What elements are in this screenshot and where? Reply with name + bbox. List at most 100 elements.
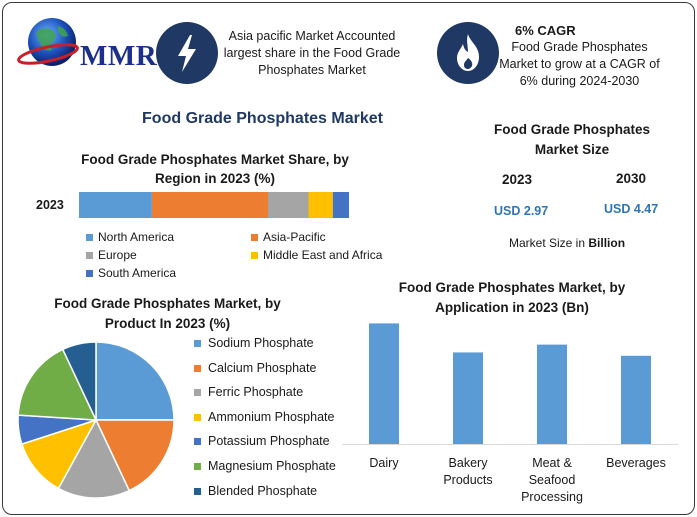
highlight-asia-pacific: Asia pacific Market Accounted largest sh…	[212, 28, 412, 79]
mmr-logo: MMR	[14, 10, 157, 74]
pie-legend-swatch-blended	[194, 487, 201, 495]
market-size-year-2030: 2030	[616, 171, 647, 186]
pie-legend-label: Potassium Phosphate	[208, 434, 330, 448]
highlight-line: Asia pacific Market Accounted	[228, 29, 396, 43]
legend-label: Europe	[98, 248, 137, 262]
highlight-line: largest share in the Food Grade	[223, 46, 401, 60]
pie-legend-swatch-calcium	[194, 364, 201, 372]
pie-legend-item-ferric: Ferric Phosphate	[194, 385, 303, 399]
market-size-note-unit: Billion	[588, 236, 626, 250]
product-pie-chart	[17, 341, 175, 499]
legend-item-middle-east-africa: Middle East and Africa	[251, 248, 382, 262]
pie-legend-swatch-potassium	[194, 437, 201, 445]
region-chart-title-line: Food Grade Phosphates Market Share, by	[81, 152, 349, 167]
legend-swatch-south-america	[86, 269, 93, 277]
legend-label: Asia-Pacific	[263, 230, 326, 244]
market-size-value-2030: USD 4.47	[604, 202, 659, 216]
bar-segment-north-america	[79, 192, 152, 218]
pie-legend-item-ammonium: Ammonium Phosphate	[194, 410, 334, 424]
pie-slice-sodium-phosphate	[95, 341, 175, 421]
highlight-title: 6% CAGR	[515, 23, 576, 38]
legend-item-north-america: North America	[86, 230, 174, 244]
application-bar-beverages	[621, 355, 651, 444]
market-size-title-line: Market Size	[534, 142, 610, 157]
bar-segment-asia-pacific	[151, 192, 268, 218]
region-chart-title-line: Region in 2023 (%)	[154, 171, 276, 186]
market-size-note-prefix: Market Size in	[509, 236, 589, 250]
pie-legend-label: Calcium Phosphate	[208, 361, 317, 375]
pie-legend-swatch-ammonium	[194, 413, 201, 421]
pie-legend-swatch-ferric	[194, 388, 201, 396]
market-size-title: Food Grade Phosphates Market Size	[482, 120, 662, 160]
lightning-bolt-icon	[156, 22, 218, 84]
pie-slice-magnesium-phosphate	[17, 348, 98, 421]
legend-label: North America	[98, 230, 175, 244]
legend-label: Middle East and Africa	[263, 248, 383, 262]
region-bar-category-label: 2023	[36, 198, 64, 212]
highlight-cagr: 6% CAGR Food Grade Phosphates Market to …	[497, 22, 662, 90]
logo-text: MMR	[80, 40, 158, 72]
pie-legend-item-calcium: Calcium Phosphate	[194, 361, 316, 375]
application-bar-meat-seafood-processing	[537, 344, 567, 444]
legend-item-europe: Europe	[86, 248, 137, 262]
application-chart-title-line: Food Grade Phosphates Market, by	[398, 280, 626, 295]
x-tick-label-meat-seafood-processing: Meat & Seafood Processing	[512, 455, 592, 506]
region-stacked-bar	[79, 192, 349, 218]
main-title: Food Grade Phosphates Market	[142, 110, 383, 127]
pie-legend-label: Ammonium Phosphate	[208, 410, 335, 424]
x-tick-label-line: Bakery	[448, 456, 488, 470]
bar-segment-middle-east-and-africa	[308, 192, 333, 218]
x-tick-label-line: Products	[443, 473, 493, 487]
application-chart-title-line: Application in 2023 (Bn)	[435, 300, 589, 315]
pie-legend-label: Magnesium Phosphate	[208, 459, 336, 473]
flame-icon	[437, 22, 499, 84]
legend-swatch-north-america	[86, 233, 93, 241]
market-size-note: Market Size in Billion	[509, 236, 625, 250]
product-chart-title: Food Grade Phosphates Market, by Product…	[30, 294, 305, 334]
x-tick-label-bakery-products: Bakery Products	[428, 455, 508, 489]
legend-swatch-middle-east-africa	[251, 251, 258, 259]
legend-swatch-asia-pacific	[251, 233, 258, 241]
market-size-year-2023: 2023	[502, 172, 533, 187]
bar-segment-europe	[268, 192, 309, 218]
product-chart-title-line: Food Grade Phosphates Market, by	[54, 296, 281, 311]
application-bar-bakery-products	[453, 352, 483, 444]
pie-legend-item-blended: Blended Phosphate	[194, 484, 317, 498]
product-chart-title-line: Product In 2023 (%)	[104, 316, 231, 331]
pie-legend-swatch-sodium	[194, 339, 201, 347]
bar-segment-south-america	[332, 192, 349, 218]
highlight-line: Phosphates Market	[258, 63, 366, 77]
market-size-value-2023: USD 2.97	[494, 204, 549, 218]
pie-slice-blended-phosphate	[61, 341, 97, 421]
pie-slice-calcium-phosphate	[94, 419, 175, 492]
highlight-line: Market to grow at a CAGR of	[499, 57, 660, 71]
highlight-line: 6% during 2024-2030	[519, 74, 640, 88]
legend-label: South America	[98, 266, 177, 280]
pie-legend-label: Sodium Phosphate	[208, 336, 314, 350]
legend-item-asia-pacific: Asia-Pacific	[251, 230, 326, 244]
pie-slice-ferric-phosphate	[57, 418, 131, 499]
region-chart-title: Food Grade Phosphates Market Share, by R…	[60, 150, 370, 188]
application-bar-dairy	[369, 323, 399, 444]
pie-legend-swatch-magnesium	[194, 462, 201, 470]
application-chart-title: Food Grade Phosphates Market, by Applica…	[368, 278, 656, 318]
highlight-line: Food Grade Phosphates	[511, 40, 648, 54]
pie-legend-item-potassium: Potassium Phosphate	[194, 434, 330, 448]
x-tick-label-line: Dairy	[369, 456, 399, 470]
pie-legend-label: Ferric Phosphate	[208, 385, 304, 399]
legend-swatch-europe	[86, 251, 93, 259]
x-tick-label-line: Seafood	[528, 473, 576, 487]
x-tick-label-line: Beverages	[606, 456, 666, 470]
pie-legend-item-sodium: Sodium Phosphate	[194, 336, 314, 350]
pie-legend-item-magnesium: Magnesium Phosphate	[194, 459, 336, 473]
market-size-title-line: Food Grade Phosphates	[493, 122, 651, 137]
x-tick-label-beverages: Beverages	[596, 455, 676, 472]
x-tick-label-line: Processing	[521, 490, 583, 504]
legend-item-south-america: South America	[86, 266, 176, 280]
application-bar-chart	[342, 323, 678, 445]
x-tick-label-dairy: Dairy	[344, 455, 424, 472]
x-tick-label-line: Meat &	[532, 456, 572, 470]
pie-legend-label: Blended Phosphate	[208, 484, 318, 498]
globe-icon	[17, 18, 79, 66]
